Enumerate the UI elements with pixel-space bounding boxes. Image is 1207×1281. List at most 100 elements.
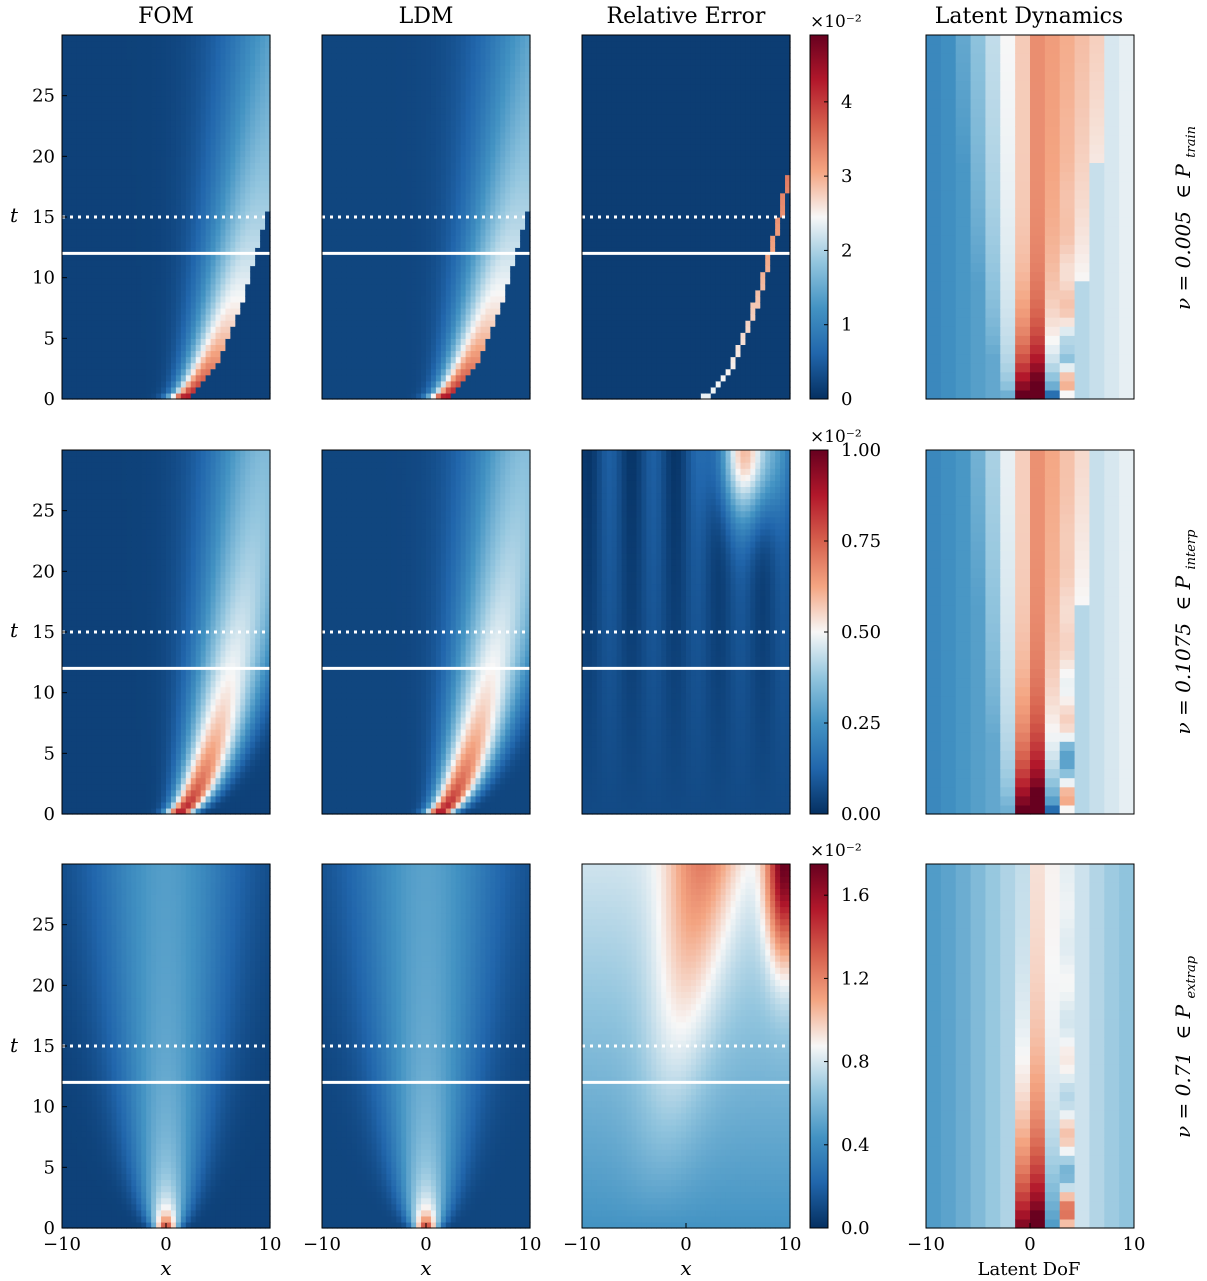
heat-cell bbox=[485, 357, 491, 364]
heat-cell bbox=[471, 187, 477, 194]
heat-cell bbox=[181, 53, 187, 60]
heat-cell bbox=[510, 138, 516, 145]
heat-cell bbox=[342, 338, 348, 345]
heat-cell bbox=[337, 381, 343, 388]
heat-cell bbox=[515, 272, 521, 279]
heat-cell bbox=[485, 65, 491, 72]
heat-cell bbox=[342, 375, 348, 382]
heat-cell bbox=[431, 199, 437, 206]
heat-cell bbox=[211, 314, 217, 321]
heat-cell bbox=[255, 65, 261, 72]
heat-cell bbox=[206, 266, 212, 273]
heat-cell bbox=[181, 35, 187, 42]
heat-cell bbox=[426, 181, 432, 188]
heat-cell bbox=[260, 369, 266, 376]
heat-cell bbox=[337, 96, 343, 103]
heat-cell bbox=[456, 350, 462, 357]
heat-cell bbox=[476, 338, 482, 345]
heat-cell bbox=[406, 114, 412, 121]
heat-cell bbox=[216, 162, 222, 169]
heat-cell bbox=[476, 363, 482, 370]
heat-cell bbox=[121, 363, 127, 370]
heat-cell bbox=[82, 187, 88, 194]
heat-cell bbox=[446, 223, 452, 230]
heat-cell bbox=[220, 168, 226, 175]
heat-cell bbox=[411, 181, 417, 188]
heat-cell bbox=[495, 205, 501, 212]
heat-cell bbox=[171, 369, 177, 376]
heat-cell bbox=[357, 35, 363, 42]
heat-cell bbox=[456, 193, 462, 200]
heat-cell bbox=[121, 259, 127, 266]
heat-cell bbox=[372, 344, 378, 351]
heat-cell bbox=[367, 241, 373, 248]
heat-cell bbox=[456, 65, 462, 72]
heat-cell bbox=[391, 369, 397, 376]
heat-cell bbox=[362, 241, 368, 248]
heat-cell bbox=[461, 302, 467, 309]
heat-cell bbox=[201, 223, 207, 230]
heat-cell bbox=[230, 65, 236, 72]
heat-cell bbox=[245, 150, 251, 157]
heat-cell bbox=[466, 102, 472, 109]
heat-cell bbox=[322, 175, 328, 182]
heat-cell bbox=[381, 296, 387, 303]
heat-cell bbox=[510, 84, 516, 91]
heat-cell bbox=[77, 168, 83, 175]
heat-cell bbox=[166, 65, 172, 72]
heat-cell bbox=[456, 266, 462, 273]
heat-cell bbox=[476, 326, 482, 333]
heat-cell bbox=[171, 344, 177, 351]
heat-cell bbox=[376, 181, 382, 188]
heat-cell bbox=[181, 41, 187, 48]
heat-cell bbox=[391, 266, 397, 273]
heat-cell bbox=[186, 332, 192, 339]
heat-cell bbox=[466, 308, 472, 315]
heat-cell bbox=[406, 357, 412, 364]
heat-cell bbox=[342, 132, 348, 139]
heat-cell bbox=[260, 77, 266, 84]
heat-cell bbox=[255, 205, 261, 212]
heat-cell bbox=[67, 387, 73, 394]
heat-cell bbox=[116, 357, 122, 364]
heat-cell bbox=[102, 71, 108, 78]
heat-cell bbox=[500, 168, 506, 175]
heat-cell bbox=[485, 350, 491, 357]
heat-cell bbox=[196, 387, 202, 394]
heat-cell bbox=[67, 338, 73, 345]
heat-cell bbox=[126, 65, 132, 72]
heat-cell bbox=[196, 290, 202, 297]
heat-cell bbox=[201, 302, 207, 309]
heat-cell bbox=[211, 278, 217, 285]
heat-cell bbox=[515, 344, 521, 351]
heat-cell bbox=[480, 150, 486, 157]
heat-cell bbox=[500, 235, 506, 242]
heat-cell bbox=[406, 387, 412, 394]
heat-cell bbox=[421, 35, 427, 42]
heat-cell bbox=[446, 150, 452, 157]
heat-cell bbox=[342, 266, 348, 273]
heat-cell bbox=[126, 199, 132, 206]
heat-cell bbox=[421, 162, 427, 169]
heat-cell bbox=[206, 114, 212, 121]
heat-cell bbox=[495, 314, 501, 321]
heat-cell bbox=[461, 332, 467, 339]
heat-cell bbox=[485, 241, 491, 248]
heat-cell bbox=[342, 41, 348, 48]
heat-cell bbox=[230, 90, 236, 97]
heat-cell bbox=[411, 108, 417, 115]
heat-cell bbox=[391, 41, 397, 48]
heat-cell bbox=[485, 314, 491, 321]
heat-cell bbox=[461, 120, 467, 127]
heat-cell bbox=[456, 144, 462, 151]
heat-cell bbox=[112, 375, 118, 382]
heat-cell bbox=[176, 47, 182, 54]
heat-cell bbox=[116, 241, 122, 248]
heat-cell bbox=[396, 302, 402, 309]
heat-cell bbox=[82, 71, 88, 78]
heat-cell bbox=[500, 205, 506, 212]
heat-cell bbox=[191, 369, 197, 376]
heat-cell bbox=[520, 290, 526, 297]
heat-cell bbox=[230, 175, 236, 182]
heat-cell bbox=[490, 102, 496, 109]
